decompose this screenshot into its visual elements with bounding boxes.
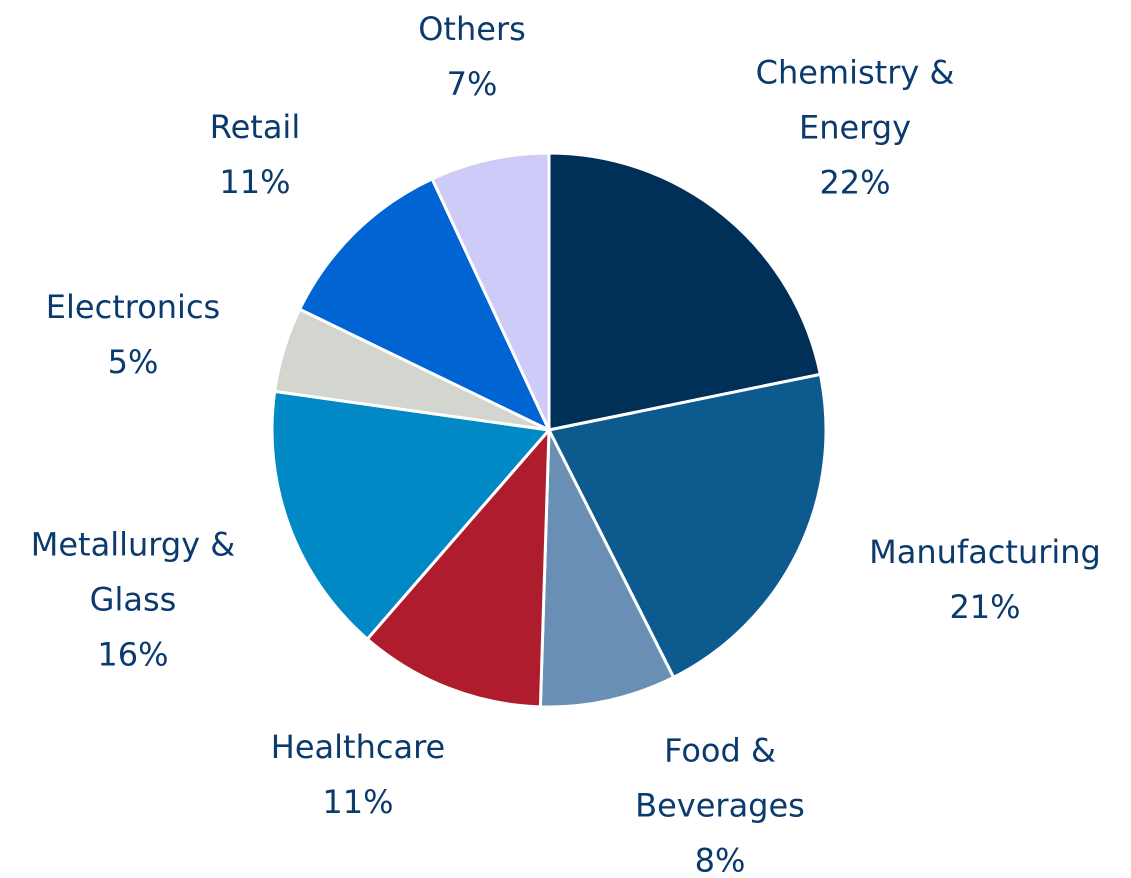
value-label: 5% <box>107 343 159 381</box>
value-label: 21% <box>949 588 1021 626</box>
value-label: 16% <box>97 635 169 674</box>
category-label: Food & Beverages <box>635 731 805 825</box>
pie-slice <box>430 151 551 431</box>
category-label: Manufacturing <box>869 533 1101 571</box>
slice-label: Chemistry & Energy 22% <box>756 46 955 211</box>
category-label: Metallurgy & Glass <box>30 525 236 619</box>
slice-label: Metallurgy & Glass 16% <box>31 518 235 683</box>
pie-slice <box>297 176 553 434</box>
slice-label: Retail 11% <box>210 100 300 210</box>
category-label: Chemistry & Energy <box>755 53 955 147</box>
value-label: 22% <box>819 163 891 202</box>
value-label: 11% <box>219 163 291 201</box>
pie-slice <box>538 429 676 709</box>
pie-slice <box>547 151 823 432</box>
slice-label: Others 7% <box>418 2 526 112</box>
category-label: Others <box>418 10 526 48</box>
pie-slice <box>546 372 828 680</box>
pie-slice <box>270 389 552 642</box>
pie-slice <box>365 425 551 709</box>
slice-label: Electronics 5% <box>46 280 220 390</box>
value-label: 8% <box>694 841 746 878</box>
category-label: Retail <box>209 108 301 146</box>
category-label: Healthcare <box>270 728 446 766</box>
category-label: Electronics <box>45 288 221 326</box>
slice-label: Healthcare 11% <box>271 720 445 830</box>
value-label: 7% <box>446 65 498 103</box>
slice-label: Manufacturing 21% <box>869 525 1101 635</box>
value-label: 11% <box>322 783 394 821</box>
slice-label: Food & Beverages 8% <box>635 724 805 878</box>
